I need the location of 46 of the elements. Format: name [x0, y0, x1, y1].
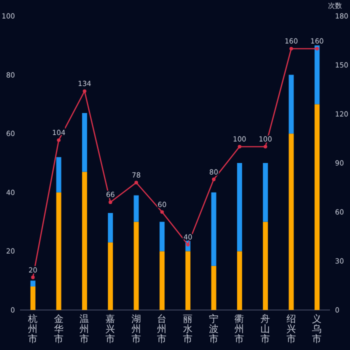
point [108, 200, 112, 204]
x-tick-label: 台州市 [157, 313, 168, 345]
bar [160, 251, 165, 310]
point [56, 138, 61, 142]
bar [30, 286, 36, 310]
bar [211, 192, 216, 266]
bar [108, 242, 113, 310]
x-tick-label: 衢州市 [234, 314, 245, 345]
point [31, 276, 35, 280]
bar [288, 134, 294, 310]
x-tick-label: 温州市 [80, 313, 90, 345]
x-tick-label: 丽水市 [182, 314, 193, 345]
bar [134, 195, 139, 222]
x-tick-label: 杭州市 [26, 313, 38, 345]
point [315, 46, 319, 50]
bar [185, 251, 190, 310]
bar [237, 163, 242, 252]
point [289, 46, 294, 50]
point [212, 178, 216, 182]
bar [56, 192, 62, 310]
bar [56, 157, 62, 192]
x-tick-label: 义乌市 [312, 313, 322, 345]
x-tick-label: 绍兴市 [286, 313, 296, 345]
point [160, 210, 164, 214]
bar [30, 280, 36, 286]
bar [108, 212, 113, 242]
bar [314, 45, 320, 104]
bar [262, 163, 268, 222]
point [134, 180, 138, 184]
x-tick-label: 宁波市 [208, 313, 219, 345]
point [264, 144, 268, 148]
bar [82, 172, 88, 310]
bar [160, 222, 165, 252]
bar [82, 113, 88, 172]
x-tick-label: 嘉兴市 [105, 313, 116, 345]
bar [237, 251, 242, 310]
bar [288, 74, 294, 134]
point [238, 144, 242, 148]
bar [211, 266, 216, 310]
x-tick-label: 金华市 [54, 313, 64, 345]
x-tick-label: 舟山市 [260, 313, 270, 345]
bar [262, 222, 268, 310]
point [82, 89, 86, 93]
x-tick-label: 湖州市 [131, 313, 142, 345]
bar [314, 104, 320, 310]
bar [134, 222, 139, 310]
